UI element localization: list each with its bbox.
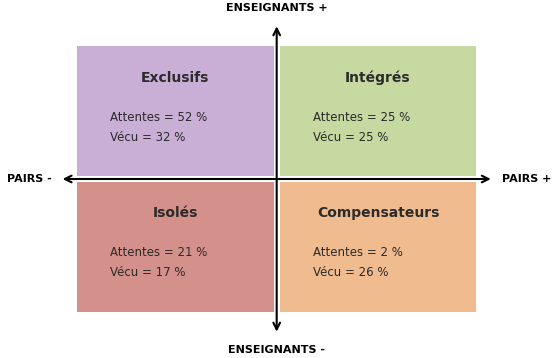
Text: Isolés: Isolés [153, 206, 198, 220]
Text: ENSEIGNANTS -: ENSEIGNANTS - [228, 345, 325, 355]
Text: PAIRS -: PAIRS - [7, 174, 52, 184]
Text: Attentes = 25 %
Vécu = 25 %: Attentes = 25 % Vécu = 25 % [313, 111, 411, 144]
Text: Attentes = 52 %
Vécu = 32 %: Attentes = 52 % Vécu = 32 % [110, 111, 208, 144]
Text: Exclusifs: Exclusifs [141, 71, 209, 84]
Text: Compensateurs: Compensateurs [317, 206, 439, 220]
FancyBboxPatch shape [77, 182, 273, 312]
FancyBboxPatch shape [280, 46, 477, 176]
Text: ENSEIGNANTS +: ENSEIGNANTS + [226, 3, 328, 13]
Text: Attentes = 2 %
Vécu = 26 %: Attentes = 2 % Vécu = 26 % [313, 246, 403, 279]
Text: Attentes = 21 %
Vécu = 17 %: Attentes = 21 % Vécu = 17 % [110, 246, 208, 279]
Text: Intégrés: Intégrés [345, 71, 411, 85]
FancyBboxPatch shape [280, 182, 477, 312]
FancyBboxPatch shape [77, 46, 273, 176]
Text: PAIRS +: PAIRS + [502, 174, 551, 184]
